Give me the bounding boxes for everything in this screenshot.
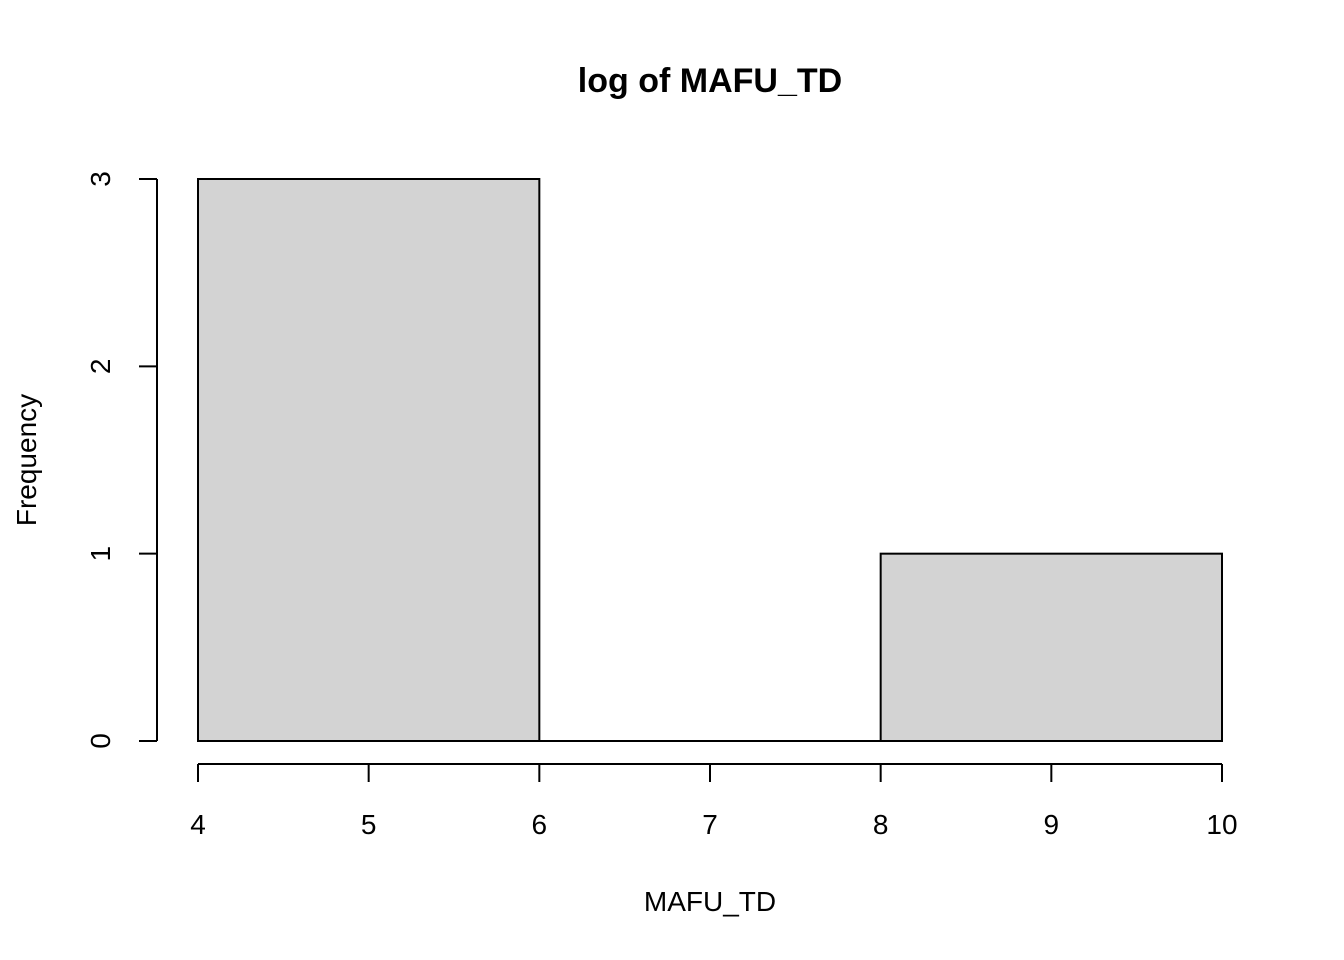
y-axis: 0 1 2 3 <box>85 171 158 749</box>
x-tick-label-6: 10 <box>1206 809 1237 840</box>
y-tick-label-0: 0 <box>85 733 116 749</box>
x-tick-label-3: 7 <box>702 809 718 840</box>
chart-title: log of MAFU_TD <box>578 62 842 100</box>
y-tick-label-1: 1 <box>85 546 116 562</box>
x-tick-label-1: 5 <box>361 809 377 840</box>
y-axis-label: Frequency <box>11 394 42 526</box>
bars-group <box>197 178 1224 743</box>
x-tick-label-2: 6 <box>532 809 548 840</box>
y-tick-label-3: 3 <box>85 171 116 187</box>
y-tick-label-2: 2 <box>85 359 116 375</box>
x-axis-label: MAFU_TD <box>644 886 776 917</box>
x-tick-label-0: 4 <box>190 809 206 840</box>
histogram-bar-0 <box>197 178 541 742</box>
histogram-bar-2 <box>879 552 1224 743</box>
x-axis: 4 5 6 7 8 9 10 <box>190 763 1238 840</box>
x-tick-label-5: 9 <box>1044 809 1060 840</box>
x-tick-label-4: 8 <box>873 809 889 840</box>
